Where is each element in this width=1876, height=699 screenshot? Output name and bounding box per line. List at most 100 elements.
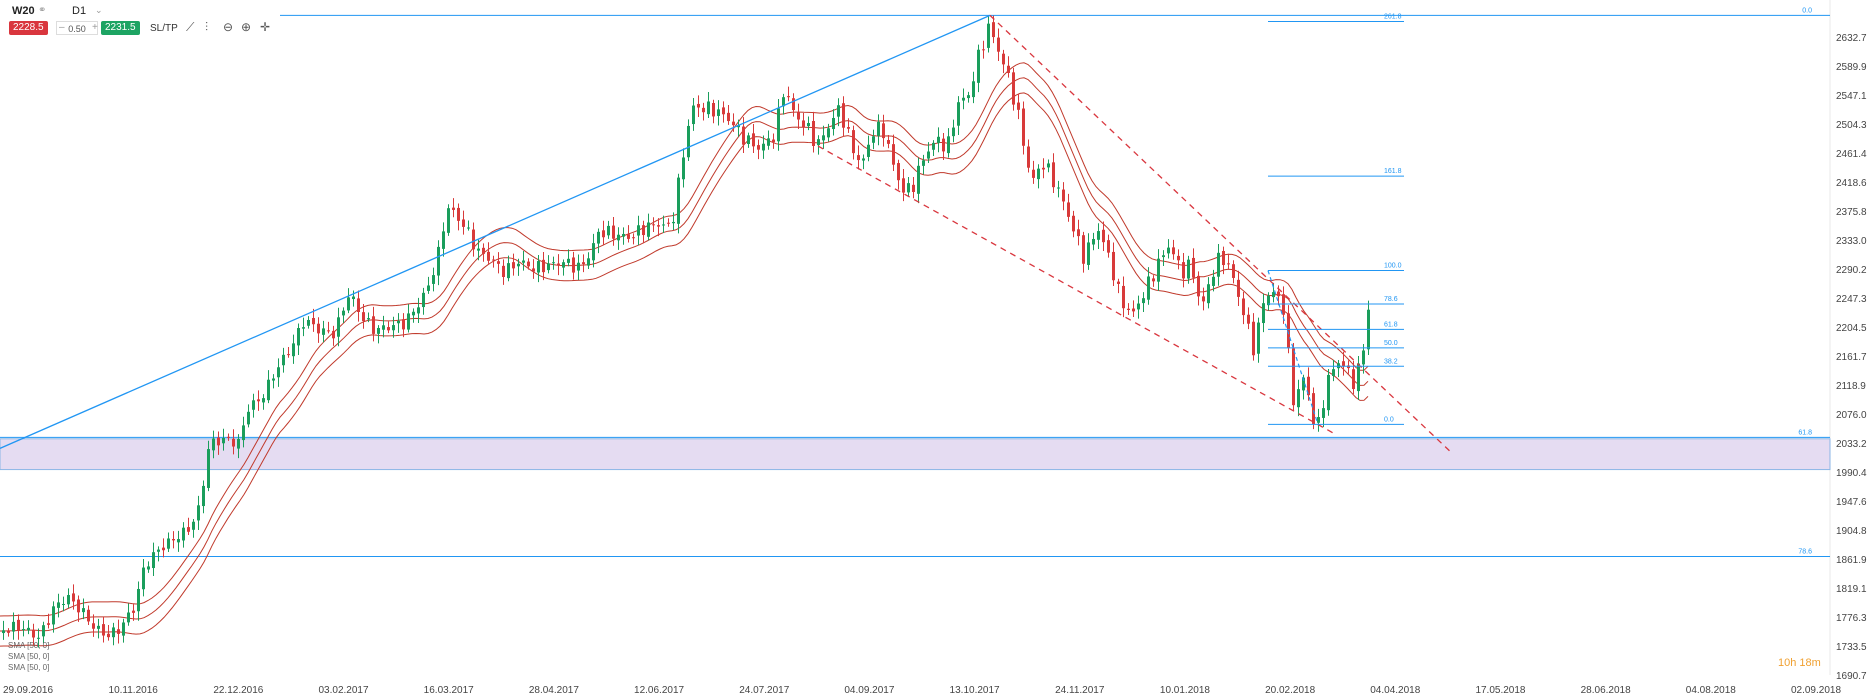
candle-body [532,268,535,272]
y-tick-label: 2632.7 [1836,33,1867,44]
candle-body [182,527,185,541]
zoom-out-icon[interactable]: ⊖ [223,20,234,34]
candle-body [547,263,550,271]
candle-body [822,135,825,141]
candle-body [1227,263,1230,265]
legend-item[interactable]: SMA [50, 0] [8,652,50,661]
candle-body [207,449,210,488]
candle-body [382,325,385,330]
candle-body [377,327,380,334]
candle-body [672,221,675,224]
candle-body [772,139,775,143]
candle-body [712,103,715,117]
crosshair-icon[interactable]: ✛ [260,20,271,34]
candle-body [587,258,590,266]
candle-body [1202,296,1205,302]
candle-body [92,623,95,629]
candle-body [217,437,220,446]
candle-body [1147,276,1150,300]
sltp-button[interactable]: SL/TP [150,23,178,34]
candle-body [567,258,570,263]
legend-item[interactable]: SMA [50, 0] [8,641,50,650]
y-tick-label: 2290.2 [1836,265,1867,276]
candle-body [252,400,255,410]
candle-body [777,108,780,142]
spread-plus-icon[interactable]: + [92,22,98,33]
y-tick-label: 2504.3 [1836,120,1867,131]
candle-body [992,22,995,38]
candle-body [1157,258,1160,282]
y-tick-label: 1733.5 [1836,642,1867,653]
link-icon[interactable]: ⚭ [38,5,47,16]
spread-value: 0.50 [56,21,98,35]
candle-body [1212,276,1215,286]
fib-level-label: 78.6 [1384,296,1398,303]
candle-body [387,327,390,331]
sell-button[interactable]: 2228.5 [9,21,48,35]
candle-body [862,158,865,161]
candle-body [1357,363,1360,392]
candle-body [967,95,970,99]
candle-body [652,224,655,226]
candle-body [612,225,615,239]
candle-body [1012,72,1015,105]
candle-body [722,107,725,115]
candle-body [557,263,560,266]
candle-body [837,105,840,117]
candle-body [1137,303,1140,310]
timeframe-selector[interactable]: D1 [72,5,87,17]
indicators-icon[interactable]: ⫶ [205,20,209,34]
chevron-down-icon[interactable]: ⌄ [95,5,103,15]
candle-body [157,549,160,552]
candle-body [537,261,540,273]
candle-body [957,102,960,126]
candle-body [1217,252,1220,277]
candle-body [1022,108,1025,146]
x-tick-label: 10.01.2018 [1160,685,1210,696]
y-tick-label: 1904.8 [1836,526,1867,537]
candle-body [127,612,130,623]
candle-body [452,207,455,210]
zoom-in-icon[interactable]: ⊕ [241,20,252,34]
buy-button[interactable]: 2231.5 [101,21,140,35]
rising-support-trendline [0,14,991,449]
candle-body [192,521,195,530]
candle-body [1117,281,1120,284]
candle-body [1232,264,1235,278]
candle-body [602,230,605,238]
candle-body [762,143,765,151]
candle-body [1342,361,1345,367]
candle-body [52,606,55,625]
symbol-label[interactable]: W20 [12,5,35,17]
candle-body [472,229,475,250]
candle-body [907,183,910,193]
y-tick-label: 2118.9 [1836,381,1866,392]
spread-minus-icon[interactable]: – [59,22,65,33]
candle-body [662,224,665,226]
candle-body [397,320,400,324]
fib-level-label: 161.8 [1384,168,1402,175]
legend-item[interactable]: SMA [50, 0] [8,663,50,672]
candle-body [797,112,800,120]
candle-body [512,262,515,269]
candle-body [1112,251,1115,281]
candle-body [667,222,670,224]
candle-body [562,262,565,268]
chart-toolbar: W20 ⚭ D1 ⌄ 2228.5 0.50 – + 2231.5 SL/TP … [0,0,300,40]
x-tick-label: 17.05.2018 [1475,685,1525,696]
candle-body [477,248,480,251]
candle-body [582,262,585,265]
falling-resistance-trendline [989,14,1453,454]
line-chart-icon[interactable]: ⟋ [186,20,195,34]
candle-body [1087,242,1090,265]
candle-body [1172,247,1175,255]
candle-body [1077,229,1080,237]
candle-body [852,130,855,154]
candle-body [1107,240,1110,253]
candle-body [87,609,90,622]
candle-body [807,123,810,127]
x-tick-label: 24.07.2017 [739,685,789,696]
support-zone [0,438,1831,471]
candle-body [987,23,990,48]
